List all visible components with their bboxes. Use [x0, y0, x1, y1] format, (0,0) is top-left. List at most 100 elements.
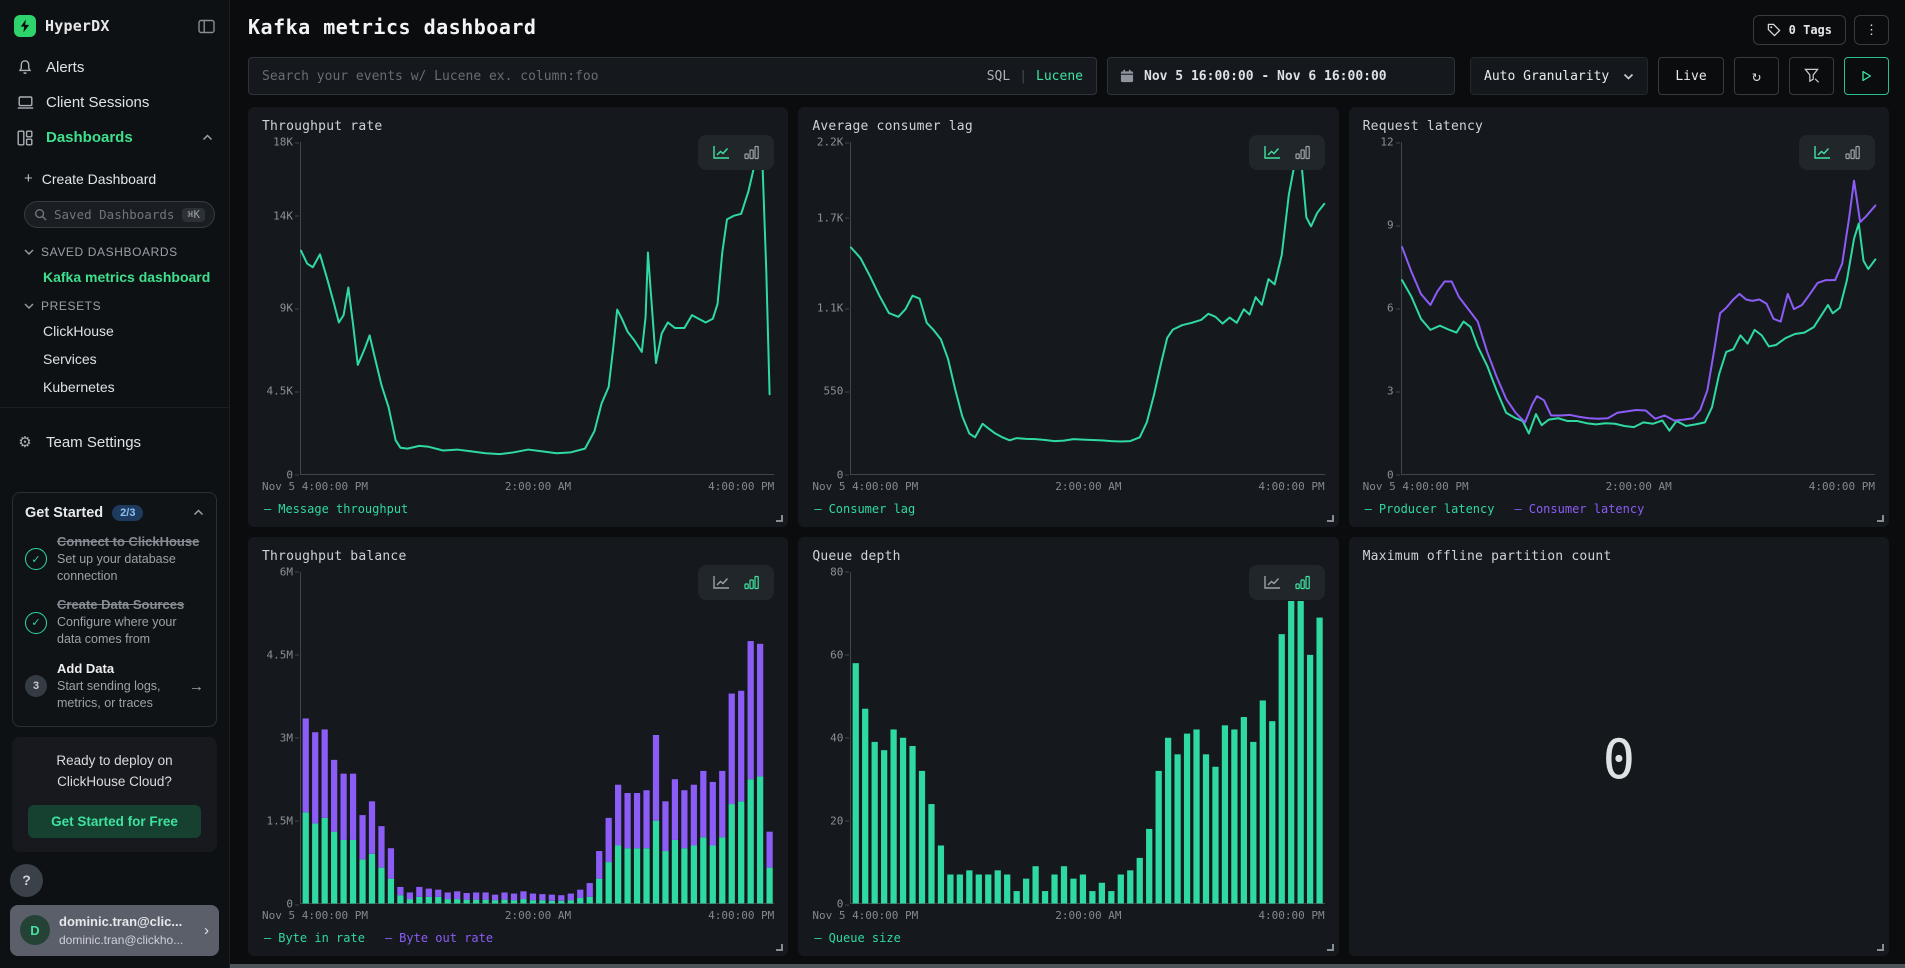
resize-handle[interactable]: [1876, 514, 1884, 522]
legend-item[interactable]: — Queue size: [814, 931, 900, 945]
bar-segment: [331, 831, 338, 903]
bar-segment: [1184, 733, 1191, 903]
lucene-mode-toggle[interactable]: Lucene: [1036, 68, 1083, 84]
granularity-select[interactable]: Auto Granularity: [1470, 57, 1648, 95]
bar-segment: [463, 892, 470, 900]
y-axis-tick-label: 1.1K: [816, 301, 849, 315]
page-header: Kafka metrics dashboard 0 Tags ⋮: [230, 0, 1905, 49]
legend-item[interactable]: — Consumer lag: [814, 502, 915, 516]
date-range-input[interactable]: Nov 5 16:00:00 - Nov 6 16:00:00: [1107, 57, 1455, 95]
step-description: Set up your database connection: [57, 551, 176, 583]
bar-segment: [1004, 873, 1011, 903]
more-options-button[interactable]: ⋮: [1854, 15, 1889, 45]
bar-chart-icon[interactable]: [744, 145, 760, 160]
chart-view-toggle[interactable]: [698, 135, 775, 170]
x-axis-label: 2:00:00 AM: [504, 479, 572, 493]
bar-segment: [539, 899, 546, 903]
tags-button[interactable]: 0 Tags: [1752, 15, 1846, 45]
bar-segment: [567, 899, 574, 903]
resize-handle[interactable]: [1876, 944, 1884, 951]
bar-segment: [1136, 857, 1144, 903]
chart-view-toggle[interactable]: [1248, 564, 1325, 600]
saved-dashboards-search-input[interactable]: Saved Dashboards ⌘K: [24, 201, 215, 228]
sidebar-item-team-settings[interactable]: ⚙ Team Settings: [0, 424, 229, 460]
bar-segment: [881, 749, 888, 903]
collapse-sidebar-icon[interactable]: [198, 19, 215, 34]
x-axis-label: 2:00:00 AM: [1055, 479, 1122, 493]
chart-view-toggle[interactable]: [1798, 135, 1875, 170]
bar-segment: [624, 847, 631, 903]
bar-segment: [900, 737, 907, 903]
legend-item[interactable]: — Byte out rate: [385, 931, 493, 945]
chevron-up-icon[interactable]: [193, 509, 204, 516]
line-chart-icon[interactable]: [1813, 145, 1832, 160]
sidebar-item-label: Team Settings: [46, 433, 142, 451]
resize-handle[interactable]: [1326, 944, 1334, 951]
chart-view-toggle[interactable]: [698, 564, 775, 600]
bar-segment: [652, 734, 660, 821]
resize-handle[interactable]: [1326, 514, 1334, 522]
user-menu[interactable]: D dominic.tran@clic... dominic.tran@clic…: [10, 904, 219, 956]
chart-legend: — Message throughput: [264, 502, 774, 516]
sidebar-item-kafka-metrics-dashboard[interactable]: Kafka metrics dashboard: [43, 269, 211, 285]
bar-chart-icon[interactable]: [1295, 145, 1311, 160]
chart-title: Average consumer lag: [812, 119, 973, 134]
live-button[interactable]: Live: [1658, 57, 1724, 95]
sidebar-item-alerts[interactable]: Alerts: [0, 50, 229, 85]
line-chart-icon[interactable]: [1263, 145, 1282, 160]
legend-item[interactable]: — Message throughput: [264, 502, 408, 516]
presets-header[interactable]: PRESETS: [24, 291, 215, 317]
bar-segment: [662, 800, 669, 851]
create-dashboard-button[interactable]: + Create Dashboard: [24, 163, 215, 194]
main-content: Kafka metrics dashboard 0 Tags ⋮ Search …: [230, 0, 1905, 968]
bar-segment: [719, 770, 726, 837]
legend-item[interactable]: — Consumer latency: [1514, 502, 1644, 516]
run-query-button[interactable]: [1844, 57, 1889, 95]
legend-item[interactable]: — Byte in rate: [264, 931, 365, 945]
bar-segment: [633, 847, 641, 903]
section-header-label: SAVED DASHBOARDS: [41, 245, 178, 259]
page-title: Kafka metrics dashboard: [248, 15, 537, 39]
sidebar-item-dashboards[interactable]: Dashboards: [0, 120, 229, 155]
line-chart-icon[interactable]: [1263, 575, 1282, 590]
sidebar-item-services[interactable]: Services: [43, 351, 97, 367]
bar-segment: [368, 800, 376, 854]
step-title: Add Data: [57, 661, 115, 677]
get-started-free-button[interactable]: Get Started for Free: [28, 804, 201, 838]
bar-segment: [738, 690, 745, 801]
y-axis: 6M 4.5M 3M 1.5M 0: [262, 565, 300, 911]
help-button[interactable]: ?: [10, 863, 43, 897]
sidebar-item-client-sessions[interactable]: Client Sessions: [0, 85, 229, 120]
event-search-input[interactable]: Search your events w/ Lucene ex. column:…: [248, 57, 1097, 95]
sidebar-item-clickhouse[interactable]: ClickHouse: [43, 323, 114, 339]
bar-chart-icon[interactable]: [744, 575, 760, 590]
chart-panel-request-latency: Request latency 12 9 6 3 0 Nov 5 4:00:00 PM 2…: [1348, 107, 1889, 527]
step-create-data-sources[interactable]: ✓ Create Data Sources Configure where yo…: [25, 597, 204, 648]
saved-dashboards-header[interactable]: SAVED DASHBOARDS: [24, 237, 215, 263]
legend-item[interactable]: — Producer latency: [1365, 502, 1495, 516]
sql-mode-toggle[interactable]: SQL: [986, 68, 1011, 84]
hyperdx-logo-icon: [14, 15, 36, 37]
sidebar-item-kubernetes[interactable]: Kubernetes: [43, 379, 115, 395]
query-controls: Search your events w/ Lucene ex. column:…: [230, 49, 1905, 97]
bar-chart-icon[interactable]: [1295, 575, 1311, 590]
resize-handle[interactable]: [776, 944, 784, 951]
y-axis-tick-label: 1.7K: [816, 211, 849, 225]
get-started-header[interactable]: Get Started 2/3: [25, 504, 204, 521]
refresh-button[interactable]: ↻: [1734, 57, 1779, 95]
check-circle-icon: ✓: [25, 611, 47, 634]
bar-segment: [757, 775, 764, 903]
horizontal-scrollbar[interactable]: [230, 964, 1905, 968]
line-chart-icon[interactable]: [712, 145, 731, 160]
chevron-up-icon[interactable]: [202, 134, 213, 141]
chart-view-toggle[interactable]: [1248, 135, 1325, 170]
filter-button[interactable]: [1789, 57, 1834, 95]
resize-handle[interactable]: [776, 514, 784, 522]
step-add-data[interactable]: 3 Add Data Start sending logs, metrics, …: [25, 661, 204, 712]
legend-dash-icon: —: [264, 501, 272, 516]
line-chart-icon[interactable]: [712, 575, 731, 590]
bar-chart-icon[interactable]: [1845, 145, 1861, 160]
bar-segment: [1089, 890, 1096, 903]
step-connect-to-clickhouse[interactable]: ✓ Connect to ClickHouse Set up your data…: [25, 534, 204, 585]
x-axis-label: 4:00:00 PM: [708, 909, 775, 922]
